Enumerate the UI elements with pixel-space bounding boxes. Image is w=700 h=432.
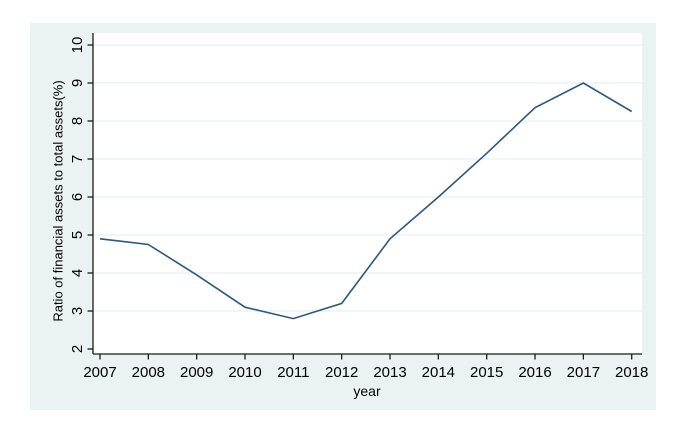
x-axis-ticks bbox=[99, 354, 633, 360]
y-tick-label: 5 bbox=[69, 231, 86, 239]
y-tick-label: 2 bbox=[69, 345, 86, 353]
x-tick-label: 2008 bbox=[132, 364, 165, 381]
x-tick-label: 2015 bbox=[470, 364, 503, 381]
x-tick-label: 2014 bbox=[422, 364, 455, 381]
y-axis-tick-labels: 2 3 4 5 6 7 8 9 10 bbox=[69, 37, 86, 354]
y-tick-label: 4 bbox=[69, 269, 86, 277]
y-tick-label: 7 bbox=[69, 155, 86, 163]
x-axis-title: year bbox=[353, 383, 381, 399]
y-axis-ticks bbox=[87, 44, 93, 350]
x-tick-label: 2011 bbox=[277, 364, 309, 381]
y-tick-label: 8 bbox=[69, 117, 86, 125]
x-tick-label: 2017 bbox=[567, 364, 600, 381]
y-tick-label: 3 bbox=[69, 307, 86, 315]
x-axis-tick-labels: 2007 2008 2009 2010 2011 2012 2013 2014 2015 2016… bbox=[83, 364, 648, 381]
y-axis-title: Ratio of financial assets to total asset… bbox=[50, 80, 65, 321]
y-tick-label: 10 bbox=[69, 37, 86, 54]
data-series bbox=[99, 82, 633, 320]
x-tick-label: 2016 bbox=[518, 364, 551, 381]
x-tick-label: 2009 bbox=[180, 364, 213, 381]
data-line bbox=[99, 82, 633, 320]
x-tick-label: 2018 bbox=[615, 364, 648, 381]
x-tick-label: 2010 bbox=[228, 364, 261, 381]
plot-area bbox=[93, 33, 642, 354]
y-tick-label: 6 bbox=[69, 193, 86, 201]
gridlines bbox=[93, 44, 642, 312]
x-tick-label: 2007 bbox=[83, 364, 116, 381]
x-tick-label: 2013 bbox=[373, 364, 406, 381]
axes bbox=[92, 33, 642, 355]
y-tick-label: 9 bbox=[69, 79, 86, 87]
x-tick-label: 2012 bbox=[325, 364, 358, 381]
